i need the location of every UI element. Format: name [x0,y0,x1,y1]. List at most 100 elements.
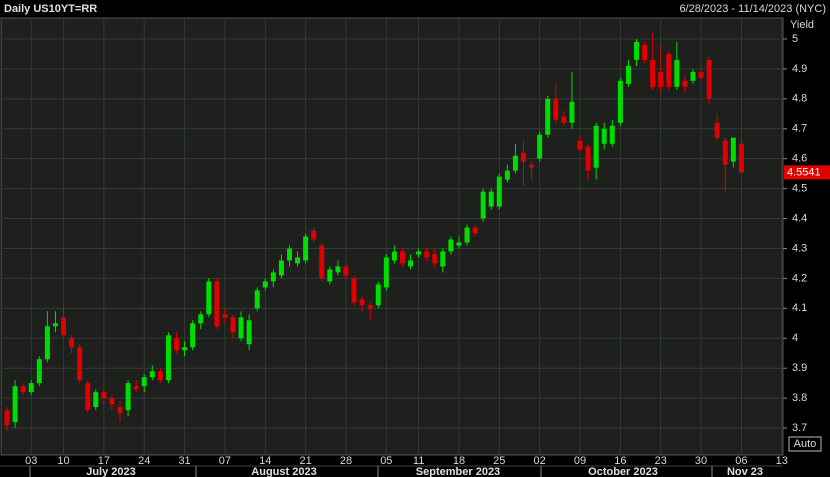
candle-body [472,227,478,234]
candle-body [238,317,244,339]
candle-body [512,155,518,171]
candle-body [658,71,664,87]
x-tick-label: 03 [25,455,37,467]
candle-body [335,266,341,273]
x-tick-label: 17 [98,455,110,467]
y-tick-label: 4.4 [792,212,807,224]
chart-subtitle: 6/28/2023 - 11/14/2023 (NYC) [679,3,826,15]
candle-body [36,359,42,384]
candle-body [190,323,196,348]
candle-body [69,338,75,348]
candle-body [408,260,414,267]
candle-body [464,227,470,243]
candle-body [52,323,58,327]
last-price-label: 4.5541 [787,166,821,178]
x-tick-label: 10 [57,455,69,467]
x-tick-label: 23 [655,455,667,467]
candle-body [666,53,672,87]
x-tick-label: 18 [453,455,465,467]
candle-body [77,347,83,381]
candle-body [295,257,301,264]
x-tick-label: 31 [178,455,190,467]
candle-body [359,299,365,306]
candle-body [375,284,381,306]
candle-body [230,317,236,333]
x-tick-label: 05 [380,455,392,467]
chart-title: Daily US10YT=RR [4,3,97,15]
candle-body [617,80,623,123]
candle-body [432,254,438,264]
candle-body [682,80,688,87]
candle-body [383,257,389,288]
x-tick-label: 09 [574,455,586,467]
candle-body [521,152,527,162]
candle-body [714,122,720,138]
candle-body [601,128,607,144]
candle-body [198,314,204,324]
candle-body [222,314,228,318]
candle-body [416,251,422,255]
candle-body [537,134,543,159]
candle-body [44,326,50,360]
candle-body [278,260,284,276]
x-tick-label: 13 [776,455,788,467]
month-label: September 2023 [416,466,500,477]
auto-button[interactable] [788,436,822,452]
candle-body [165,335,171,381]
candle-body [93,392,99,408]
candle-body [311,230,317,240]
candle-body [553,98,559,120]
candle-body [20,386,26,393]
candle-body [391,251,397,261]
candle-body [327,269,333,282]
candle-body [633,41,639,60]
y-tick-label: 3.7 [792,422,807,434]
x-tick-label: 28 [340,455,352,467]
candle-body [182,347,188,351]
candle-body [101,392,107,399]
y-tick-label: 4 [792,332,798,344]
candle-body [569,101,575,123]
month-label: July 2023 [86,466,136,477]
candle-body [545,98,551,135]
x-tick-label: 02 [534,455,546,467]
candle-body [690,71,696,81]
candle-body [424,251,430,258]
candle-body [488,191,494,207]
x-tick-label: 25 [493,455,505,467]
candle-body [149,371,155,378]
x-tick-label: 07 [219,455,231,467]
y-tick-label: 4.9 [792,63,807,75]
candle-body [246,320,252,345]
candle-body [157,371,163,381]
candle-body [303,236,309,261]
auto-button-label[interactable]: Auto [794,438,817,450]
candle-body [577,140,583,150]
candle-body [480,191,486,219]
last-price-tag [784,165,830,180]
x-tick-label: 30 [695,455,707,467]
candle-body [319,245,325,279]
candle-body [650,59,656,87]
y-tick-label: 4.2 [792,272,807,284]
candle-body [706,59,712,99]
x-tick-label: 11 [413,455,424,467]
y-tick-label: 3.9 [792,362,807,374]
candle-body [440,251,446,267]
plot-area [0,17,784,456]
candle-body [174,338,180,351]
candle-body [642,44,648,60]
candle-body [609,125,615,144]
candle-body [698,71,704,78]
candle-body [133,386,139,390]
y-tick-label: 4.5 [792,183,807,195]
x-tick-label: 21 [300,455,312,467]
candle-body [351,278,357,303]
candle-body [456,242,462,246]
candle-body [286,248,292,261]
candle-body [730,137,736,162]
y-tick-label: 4.1 [792,302,807,314]
x-tick-label: 24 [138,455,150,467]
candle-body [206,281,212,315]
